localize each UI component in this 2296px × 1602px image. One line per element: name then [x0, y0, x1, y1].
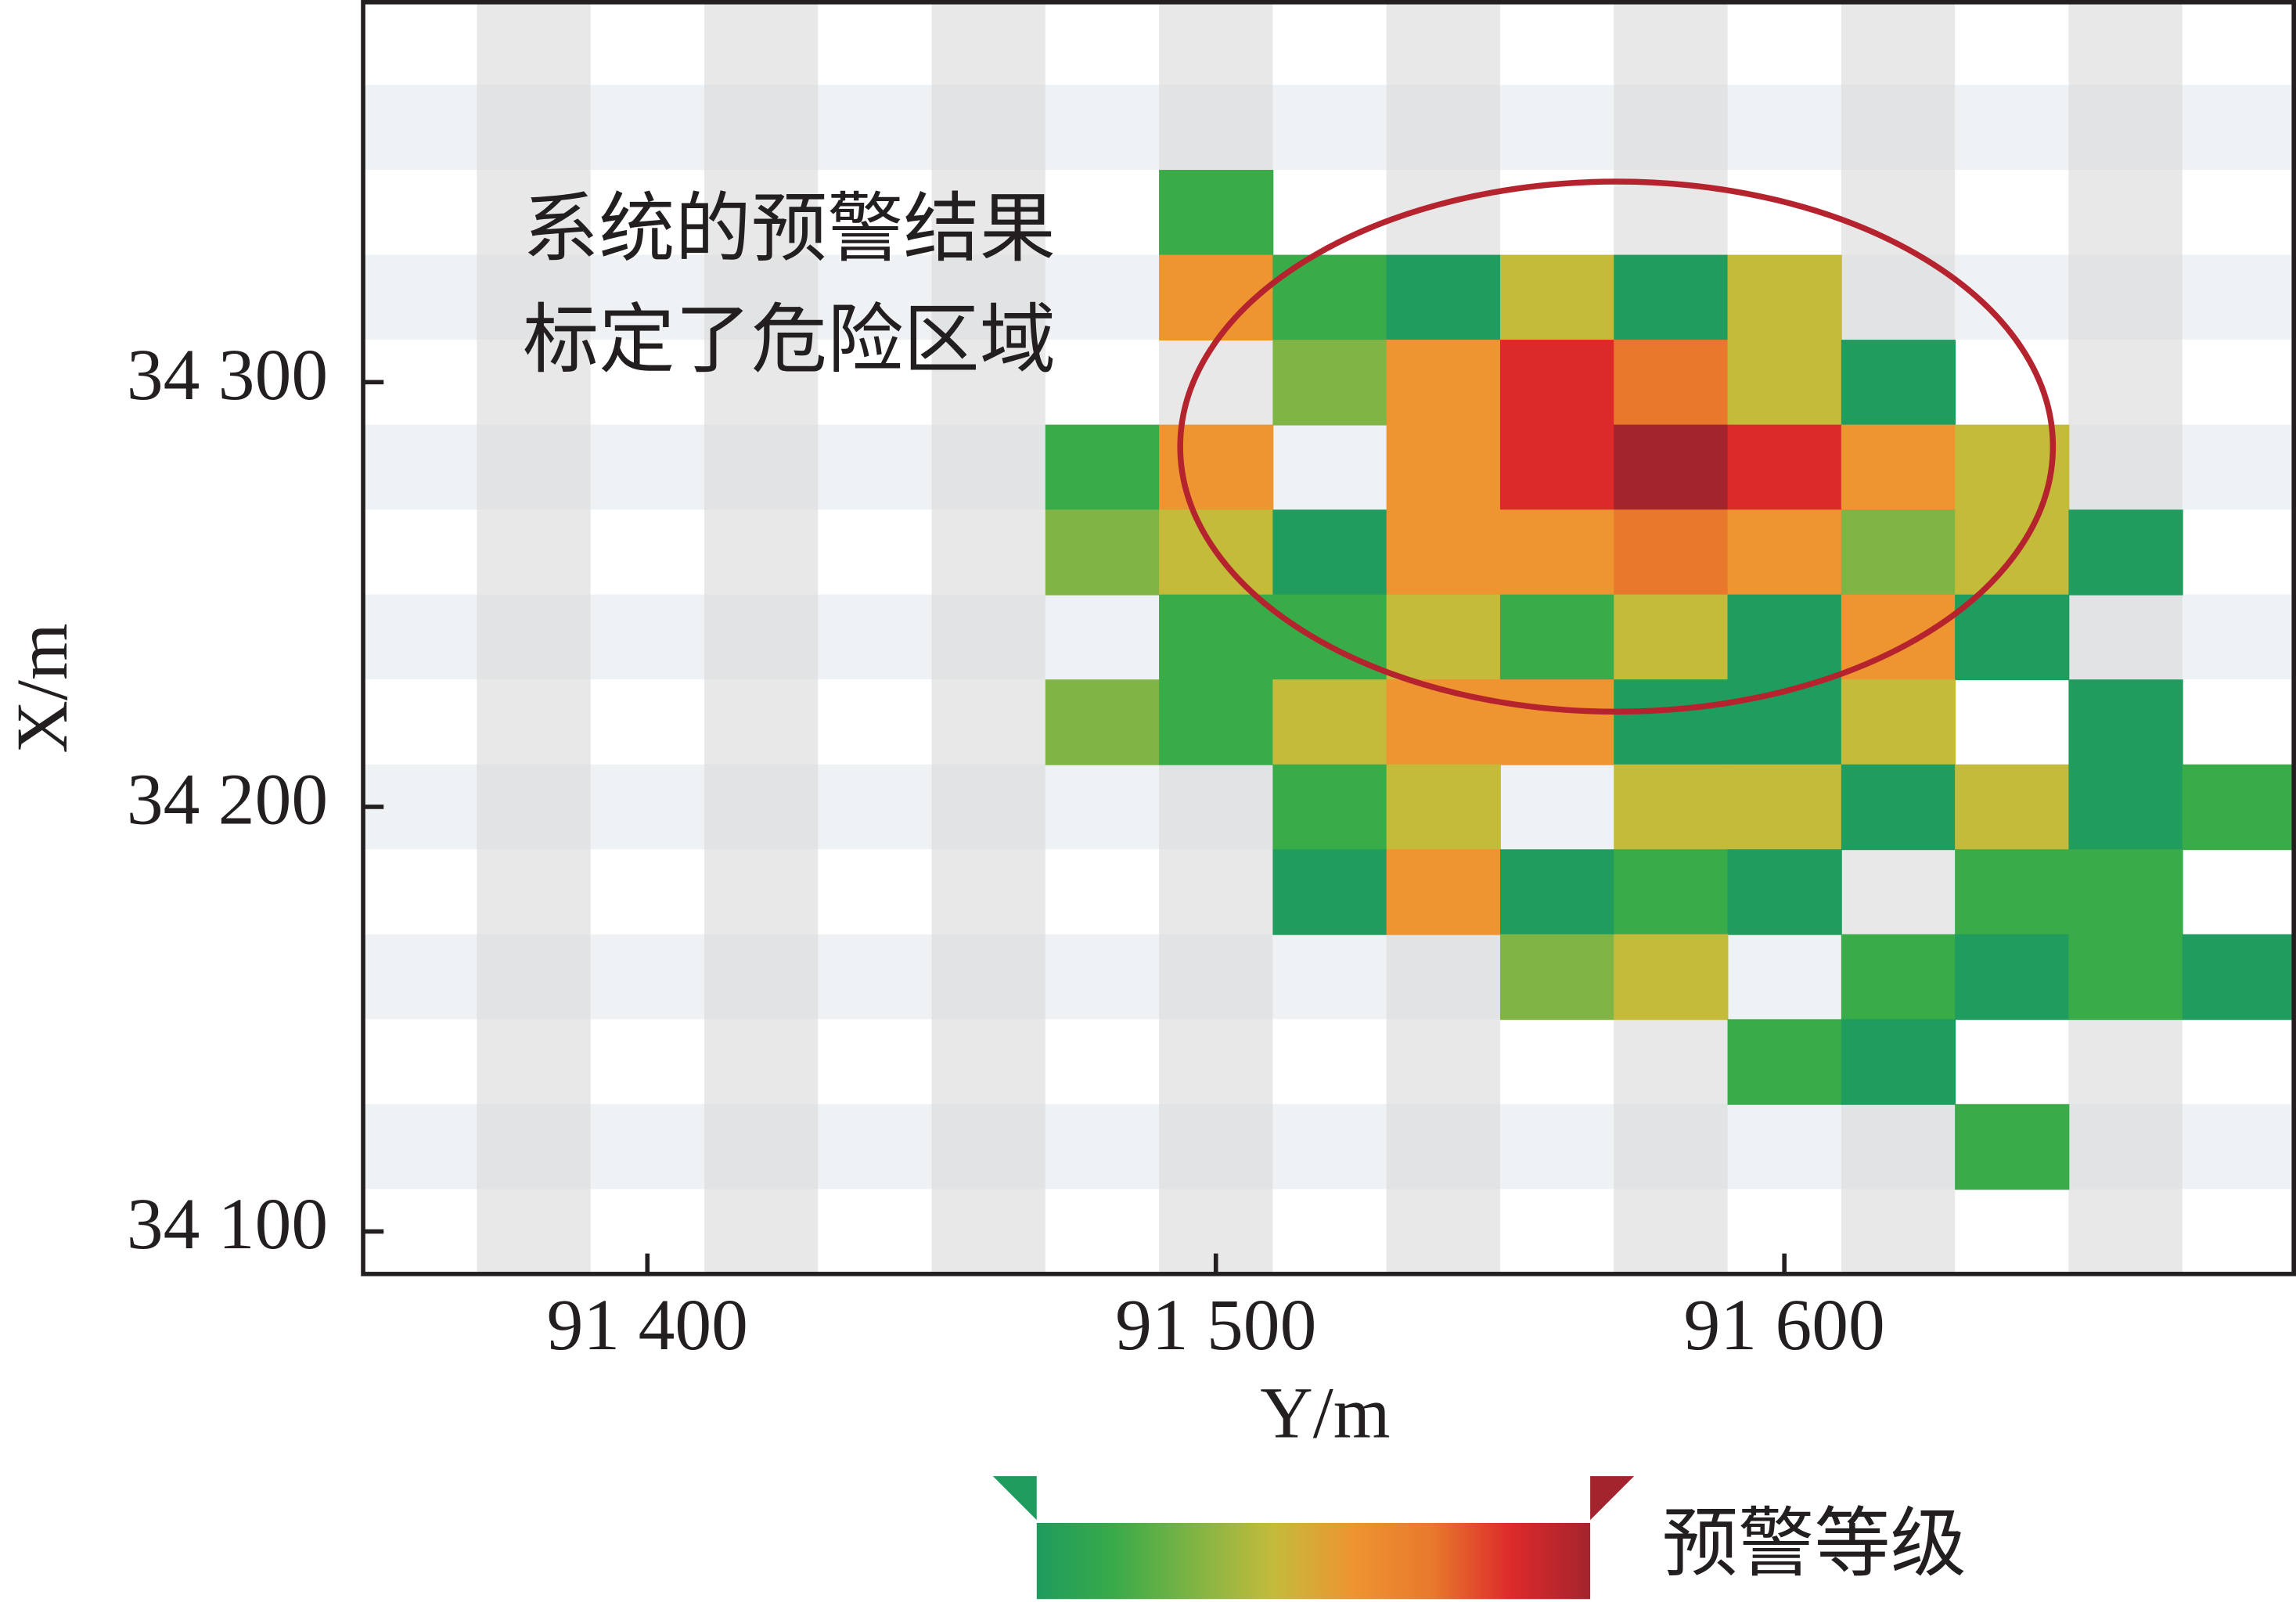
heatmap-cell — [1499, 849, 1615, 935]
heatmap-cell — [1159, 170, 1274, 256]
heatmap-cells — [1045, 170, 2296, 1190]
heatmap-cell — [2068, 849, 2183, 935]
heatmap-cell — [1499, 509, 1615, 596]
heatmap-cell — [1955, 594, 2070, 681]
heatmap-cell — [1614, 424, 1729, 511]
heatmap-cell — [1727, 764, 1842, 851]
axes: 91 400 91 500 91 600 34 100 34 200 34 300 — [127, 0, 2296, 1366]
heatmap-cell — [1727, 340, 1842, 426]
colorbar-extend-low — [992, 1476, 1037, 1521]
heatmap-cell — [1386, 340, 1501, 426]
heatmap-cell — [1499, 254, 1615, 341]
y-axis-label: X/m — [2, 623, 83, 753]
heatmap-cell — [1841, 679, 1956, 765]
x-tick-label: 91 600 — [1684, 1285, 1885, 1366]
colorbar-label: 预警等级 — [1662, 1503, 1967, 1587]
plot-frame — [361, 0, 2296, 1276]
heatmap-cell — [1614, 340, 1729, 426]
heatmap-cell — [2182, 934, 2296, 1021]
heatmap-cell — [1386, 594, 1501, 681]
heatmap-cell — [2182, 764, 2296, 851]
y-tick-label: 34 100 — [127, 1184, 328, 1265]
heatmap-cell — [1727, 254, 1842, 341]
heatmap-cell — [1727, 424, 1842, 511]
heatmap-cell — [1499, 594, 1615, 681]
heatmap-cell — [1386, 764, 1501, 851]
heatmap-cell — [1614, 679, 1729, 765]
heatmap-cell — [1272, 509, 1387, 596]
heatmap-cell — [1159, 424, 1274, 511]
heatmap-cell — [1955, 849, 2070, 935]
y-tick-label: 34 300 — [127, 335, 328, 416]
colorbar-extend-high — [1590, 1476, 1635, 1521]
x-axis-label: Y/m — [1260, 1373, 1390, 1453]
heatmap-cell — [1841, 764, 1956, 851]
heatmap-cell — [1614, 764, 1729, 851]
heatmap-cell — [1159, 594, 1274, 681]
backdrop-row — [363, 85, 2296, 171]
colorbar — [1036, 1522, 1591, 1600]
heatmap-cell — [1045, 424, 1161, 511]
heatmap-cell — [1386, 679, 1501, 765]
backdrop-column — [704, 0, 819, 1274]
heatmap-cell — [2068, 764, 2183, 851]
heatmap-cell — [1614, 934, 1729, 1021]
heatmap-cell — [1841, 934, 1956, 1021]
heatmap-cell — [2068, 509, 2183, 596]
heatmap-cell — [1272, 849, 1387, 935]
heatmap-cell — [1045, 509, 1161, 596]
heatmap-cell — [1159, 679, 1274, 765]
highlight-ellipse — [1177, 178, 2057, 715]
heatmap-cell — [1727, 594, 1842, 681]
heatmap-cell — [1386, 849, 1501, 935]
heatmap-cell — [1386, 424, 1501, 511]
heatmap-cell — [1499, 679, 1615, 765]
heatmap-cell — [1841, 424, 1956, 511]
heatmap-cell — [1841, 340, 1956, 426]
heatmap-cell — [1841, 1019, 1956, 1105]
heatmap-cell — [1955, 1103, 2070, 1190]
heatmap-cell — [1272, 679, 1387, 765]
heatmap-cell — [1272, 764, 1387, 851]
heatmap-cell — [1614, 254, 1729, 341]
heatmap-cell — [1727, 509, 1842, 596]
heatmap-cell — [1727, 1019, 1842, 1105]
heatmap-cell — [1045, 679, 1161, 765]
heatmap-cell — [1841, 509, 1956, 596]
backdrop-column — [477, 0, 591, 1274]
heatmap-cell — [1955, 764, 2070, 851]
annotation-line: 系统的预警结果 — [523, 187, 1056, 272]
heatmap-cell — [1499, 934, 1615, 1021]
x-tick-label: 91 400 — [547, 1285, 748, 1366]
x-tick-label: 91 500 — [1115, 1285, 1316, 1366]
heatmap-cell — [1614, 594, 1729, 681]
heatmap-cell — [1955, 934, 2070, 1021]
heatmap-cell — [1386, 509, 1501, 596]
heatmap-cell — [2068, 679, 2183, 765]
heatmap-cell — [2068, 934, 2183, 1021]
backdrop-column — [931, 0, 1045, 1274]
y-tick-label: 34 200 — [127, 759, 328, 840]
heatmap-cell — [1955, 509, 2070, 596]
heatmap-cell — [1614, 509, 1729, 596]
heatmap-cell — [1272, 340, 1387, 426]
heatmap-cell — [1499, 424, 1615, 511]
heatmap-cell — [1386, 254, 1501, 341]
heatmap-cell — [1614, 849, 1729, 935]
heatmap-cell — [1727, 849, 1842, 935]
annotation-line: 标定了危险区域 — [523, 299, 1056, 383]
backdrop-column — [2068, 0, 2183, 1274]
heatmap-cell — [1499, 340, 1615, 426]
